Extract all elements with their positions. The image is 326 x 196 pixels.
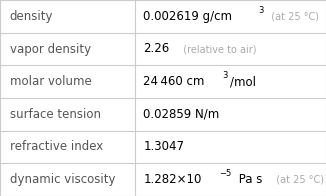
Text: 0.002619 g/cm: 0.002619 g/cm [143, 10, 232, 23]
Text: −5: −5 [219, 169, 231, 178]
Text: 1.282×10: 1.282×10 [143, 173, 202, 186]
Text: surface tension: surface tension [10, 108, 101, 121]
Text: 0.02859 N/m: 0.02859 N/m [143, 108, 220, 121]
Text: 3: 3 [223, 71, 228, 80]
Text: (at 25 °C): (at 25 °C) [265, 11, 319, 21]
Text: dynamic viscosity: dynamic viscosity [10, 173, 115, 186]
Text: 3: 3 [258, 5, 264, 15]
Text: molar volume: molar volume [10, 75, 92, 88]
Text: Pa s: Pa s [235, 173, 262, 186]
Text: refractive index: refractive index [10, 141, 103, 153]
Text: (relative to air): (relative to air) [177, 44, 257, 54]
Text: 24 460 cm: 24 460 cm [143, 75, 205, 88]
Text: /mol: /mol [230, 75, 256, 88]
Text: vapor density: vapor density [10, 43, 91, 55]
Text: 1.3047: 1.3047 [143, 141, 185, 153]
Text: (at 25 °C): (at 25 °C) [270, 175, 324, 185]
Text: density: density [10, 10, 53, 23]
Text: 2.26: 2.26 [143, 43, 170, 55]
